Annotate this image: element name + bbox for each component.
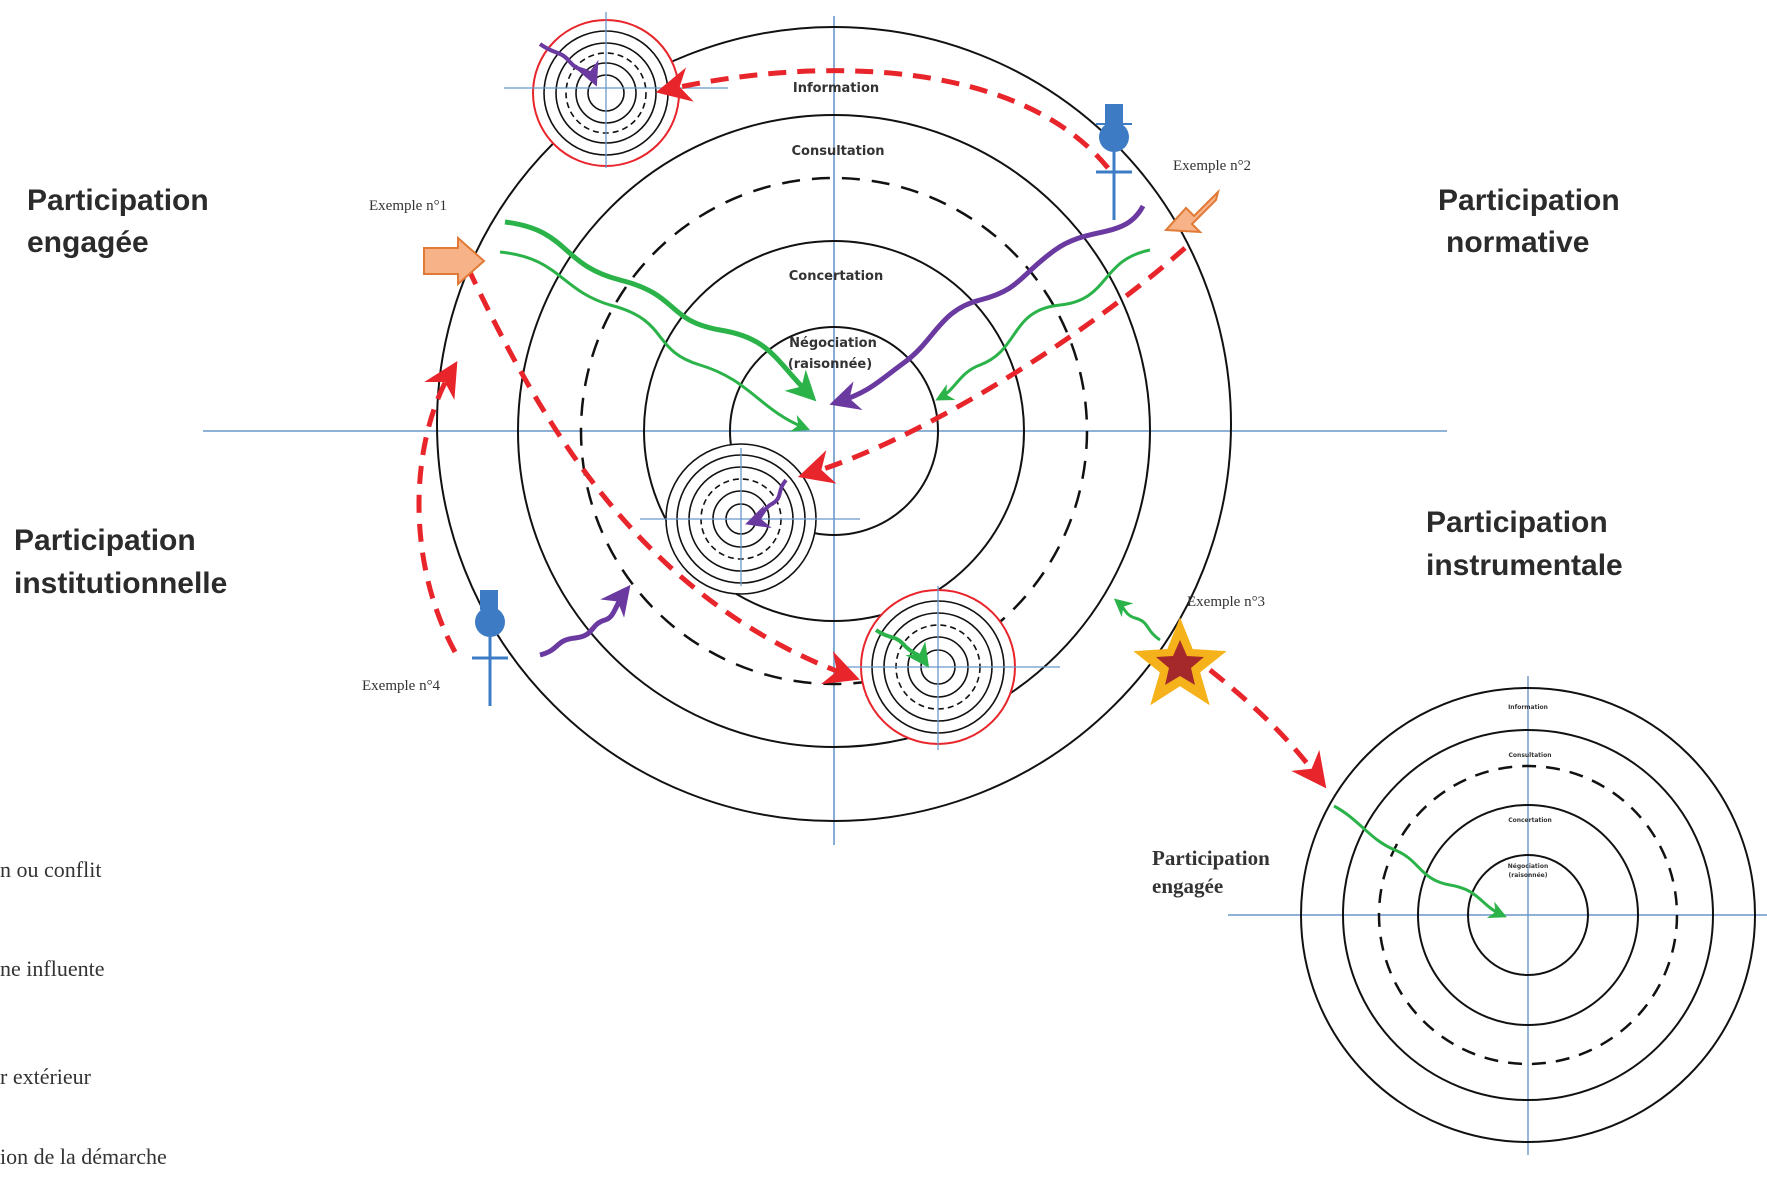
quadrant-instrumentale-2: instrumentale xyxy=(1426,549,1623,582)
main-diagram: Information Consultation Concertation Né… xyxy=(203,16,1447,845)
example-1-label: Exemple n°1 xyxy=(369,198,447,214)
small-ring-concertation: Concertation xyxy=(1508,817,1552,824)
small-ring-consultation: Consultation xyxy=(1509,752,1552,759)
legend-item-4: ion de la démarche xyxy=(0,1144,167,1169)
red-path-ex3-to-small xyxy=(1210,670,1320,780)
small-ring-information: Information xyxy=(1508,704,1548,711)
ring-label-consultation: Consultation xyxy=(791,144,884,159)
purple-path-ex2 xyxy=(838,206,1143,402)
quadrant-instrumentale-1: Participation xyxy=(1426,506,1608,539)
legend-item-3: r extérieur xyxy=(0,1064,92,1089)
ring-label-negociation-2: (raisonnée) xyxy=(788,357,872,372)
small-ring-negociation-2: (raisonnée) xyxy=(1509,872,1548,879)
person-icon-ex4 xyxy=(472,590,508,706)
star-icon-ex3 xyxy=(1136,620,1224,703)
mini-target-top xyxy=(504,12,728,168)
legend-item-2: ne influente xyxy=(0,956,104,981)
small-diagram: Information Consultation Concertation Né… xyxy=(1152,676,1767,1155)
small-diagram-title-2: engagée xyxy=(1152,874,1223,898)
orange-arrow-ex2 xyxy=(1162,192,1218,242)
quadrant-normative-1: Participation xyxy=(1438,184,1620,217)
example-2-label: Exemple n°2 xyxy=(1173,158,1251,174)
small-ring-negociation-1: Négociation xyxy=(1508,863,1549,870)
ring-label-negociation-1: Négociation xyxy=(789,336,877,351)
example-3-label: Exemple n°3 xyxy=(1187,594,1265,610)
green-path-ex2-thin xyxy=(940,250,1150,398)
ring-label-concertation: Concertation xyxy=(789,269,884,284)
quadrant-institutionnelle-2: institutionnelle xyxy=(14,567,227,600)
quadrant-engagee-2: engagée xyxy=(27,226,149,259)
green-path-ex1-thick xyxy=(505,222,810,395)
legend: n ou conflit ne influente r extérieur io… xyxy=(0,857,167,1169)
green-path-ex1-thin xyxy=(500,252,805,428)
small-green-path xyxy=(1334,806,1502,915)
legend-item-1: n ou conflit xyxy=(0,857,101,882)
ring-label-information: Information xyxy=(793,81,879,96)
quadrant-institutionnelle-1: Participation xyxy=(14,524,196,557)
small-diagram-title-1: Participation xyxy=(1152,846,1270,870)
example-4-label: Exemple n°4 xyxy=(362,678,441,694)
quadrant-engagee-1: Participation xyxy=(27,184,209,217)
green-path-ex3-small xyxy=(1118,602,1160,640)
quadrant-normative-2: normative xyxy=(1446,226,1589,259)
mini-target-bottom xyxy=(840,586,1060,750)
